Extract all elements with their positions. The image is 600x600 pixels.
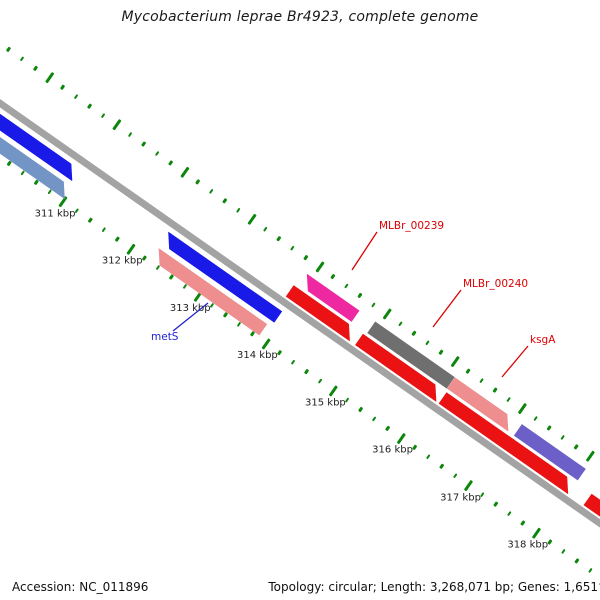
ruler-tick-outer bbox=[127, 131, 133, 138]
ruler-tick-outer bbox=[247, 213, 257, 226]
ruler-tick-inner bbox=[114, 236, 120, 242]
ruler-tick-inner bbox=[463, 479, 474, 492]
ruler-tick-inner bbox=[425, 454, 431, 460]
ruler-tick-inner bbox=[328, 385, 339, 397]
ruler-tick-outer bbox=[492, 387, 498, 393]
ruler-tick-outer bbox=[100, 112, 106, 119]
ruler-tick-outer bbox=[33, 65, 39, 72]
ruler-tick-outer bbox=[60, 84, 66, 91]
ruler-tick-outer bbox=[465, 368, 471, 374]
gene-label-MLBr_00239[interactable]: MLBr_00239 bbox=[379, 220, 445, 232]
ruler-tick-inner bbox=[396, 432, 406, 445]
ruler-label: 313 kbp bbox=[169, 302, 211, 314]
ruler-tick-inner bbox=[261, 337, 271, 350]
ruler-tick-outer bbox=[303, 254, 309, 261]
ruler-tick-outer bbox=[208, 188, 214, 195]
ruler-tick-inner bbox=[101, 226, 107, 233]
ruler-tick-inner bbox=[125, 243, 136, 255]
ruler-tick-outer bbox=[87, 103, 93, 109]
gene-label-metS[interactable]: metS bbox=[151, 331, 179, 343]
ruler-tick-inner bbox=[493, 501, 499, 507]
ruler-tick-outer bbox=[73, 94, 79, 100]
ruler-tick-outer bbox=[438, 349, 444, 356]
ruler-tick-outer bbox=[425, 340, 430, 346]
ruler-tick-outer bbox=[262, 226, 268, 232]
ruler-tick-inner bbox=[290, 359, 296, 365]
ruler-tick-inner bbox=[385, 425, 391, 432]
map-title: Mycobacterium leprae Br4923, complete ge… bbox=[121, 9, 479, 25]
ruler-tick-inner bbox=[531, 527, 541, 539]
leader-line-ksgA bbox=[501, 345, 529, 378]
ruler-tick-outer bbox=[235, 207, 241, 214]
ruler-tick-outer bbox=[222, 198, 228, 204]
ruler-tick-inner bbox=[561, 548, 566, 555]
ruler-label: 312 kbp bbox=[101, 255, 143, 267]
ruler-tick-outer bbox=[357, 292, 363, 299]
ruler-tick-inner bbox=[304, 368, 310, 375]
ruler-tick-outer bbox=[44, 71, 55, 84]
ruler-tick-outer bbox=[573, 444, 579, 450]
ruler-tick-outer bbox=[141, 141, 147, 147]
ruler-tick-outer bbox=[382, 308, 392, 320]
ruler-tick-inner bbox=[506, 510, 512, 517]
sequence-details-text: Topology: circular; Length: 3,268,071 bp… bbox=[268, 580, 598, 594]
genome-backbone bbox=[0, 58, 600, 581]
ruler-tick-outer bbox=[517, 402, 528, 415]
ruler-tick-outer bbox=[398, 321, 403, 327]
ruler-tick-outer bbox=[450, 355, 460, 368]
ruler-tick-outer bbox=[315, 260, 325, 273]
leader-line-MLBr_00240 bbox=[432, 289, 462, 328]
ruler-tick-outer bbox=[533, 415, 539, 422]
ruler-tick-inner bbox=[317, 378, 323, 384]
gene-cds-red-3[interactable] bbox=[438, 392, 576, 494]
leader-line-MLBr_00239 bbox=[351, 231, 378, 271]
ruler-tick-outer bbox=[289, 245, 295, 251]
ruler-tick-outer bbox=[195, 179, 201, 185]
ruler-label: 315 kbp bbox=[304, 397, 346, 409]
gene-label-ksgA[interactable]: ksgA bbox=[530, 334, 556, 346]
ruler-tick-outer bbox=[154, 150, 160, 157]
ruler-tick-outer bbox=[344, 283, 349, 289]
ruler-tick-outer bbox=[585, 450, 595, 462]
ruler-tick-outer bbox=[6, 46, 11, 53]
ruler-tick-inner bbox=[87, 217, 93, 224]
ruler-tick-outer bbox=[479, 377, 485, 384]
ruler-tick-inner bbox=[371, 416, 377, 422]
ruler-tick-inner bbox=[520, 520, 526, 526]
ruler-tick-inner bbox=[574, 558, 580, 564]
ruler-tick-outer bbox=[560, 434, 566, 441]
ruler-tick-inner bbox=[588, 567, 593, 574]
ruler-label: 314 kbp bbox=[237, 350, 278, 362]
ruler-label: 318 kbp bbox=[507, 539, 549, 551]
ruler-label: 317 kbp bbox=[439, 492, 481, 504]
status-bar: Accession: NC_011896 Topology: circular;… bbox=[0, 578, 600, 594]
ruler-tick-outer bbox=[112, 118, 122, 131]
ruler-label: 311 kbp bbox=[34, 208, 76, 220]
ruler-tick-outer bbox=[506, 396, 512, 403]
ruler-tick-inner bbox=[358, 406, 364, 413]
ruler-tick-outer bbox=[276, 235, 282, 242]
ruler-tick-outer bbox=[546, 425, 552, 431]
accession-text: Accession: NC_011896 bbox=[12, 580, 149, 594]
ruler-label: 316 kbp bbox=[372, 444, 414, 456]
ruler-tick-inner bbox=[439, 463, 445, 470]
ruler-tick-outer bbox=[330, 273, 336, 280]
ruler-tick-outer bbox=[411, 330, 417, 337]
ruler-tick-outer bbox=[168, 160, 174, 166]
ruler-tick-outer bbox=[179, 166, 190, 178]
ruler-tick-inner bbox=[452, 473, 458, 479]
ruler-tick-outer bbox=[19, 56, 25, 62]
ruler-tick-outer bbox=[371, 302, 376, 308]
gene-label-MLBr_00240[interactable]: MLBr_00240 bbox=[463, 278, 529, 290]
